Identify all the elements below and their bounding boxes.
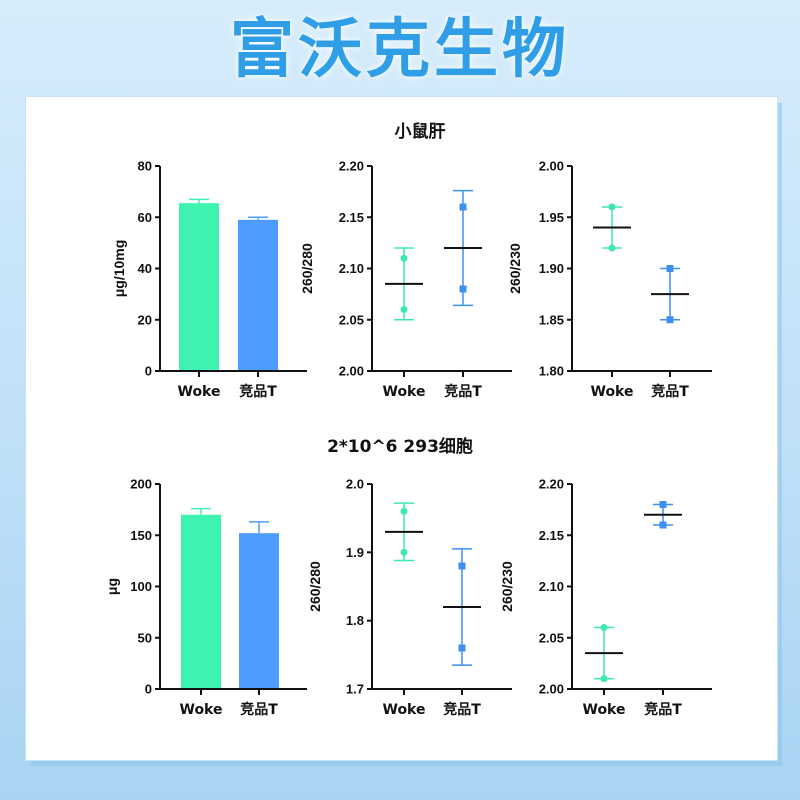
data-point [459, 285, 467, 293]
y-axis-label: 260/280 [307, 561, 323, 612]
data-point [458, 644, 466, 652]
y-tick-label: 2.00 [339, 364, 364, 379]
section-title-293-cells: 2*10^6 293细胞 [327, 436, 473, 457]
data-point [666, 265, 674, 272]
chart-3: 1.80 1.85 1.90 1.95 2.00 Woke 竞品T 260/230 [507, 159, 712, 400]
x-category-label: Woke [583, 702, 626, 718]
x-category-label: 竞品T [444, 383, 482, 400]
x-category-label: 竞品T [651, 383, 689, 400]
y-axis-label: μg/10mg [111, 240, 127, 298]
y-tick-label: 1.8 [346, 613, 364, 628]
data-point [400, 306, 408, 313]
y-tick-label: 0 [145, 682, 152, 697]
y-tick-label: 200 [130, 477, 152, 492]
y-tick-label: 80 [138, 159, 152, 174]
y-tick-label: 1.80 [539, 364, 564, 379]
data-point [659, 521, 667, 529]
chart-4: 0 50 100 150 200 Woke 竞品T μg [104, 477, 307, 718]
x-category-label: 竞品T [240, 701, 278, 718]
y-tick-label: 2.05 [539, 630, 564, 645]
y-tick-label: 60 [138, 210, 152, 225]
bar-competitor [239, 533, 279, 688]
bar-woke [179, 203, 219, 370]
data-point [400, 548, 408, 556]
chart-6: 2.00 2.05 2.10 2.15 2.20 Woke 竞品T 260/230 [499, 477, 712, 718]
y-tick-label: 2.15 [539, 528, 564, 543]
y-tick-label: 2.05 [339, 312, 364, 327]
x-category-label: Woke [180, 702, 223, 718]
x-category-label: 竞品T [443, 701, 481, 718]
x-category-label: Woke [383, 702, 426, 718]
y-tick-label: 150 [130, 528, 152, 543]
chart-panel [25, 96, 778, 761]
data-point [608, 244, 616, 252]
y-tick-label: 50 [138, 630, 152, 645]
y-tick-label: 1.9 [346, 545, 364, 560]
y-axis-label: μg [104, 578, 120, 595]
y-axis-label: 260/230 [507, 243, 523, 294]
y-axis-label: 260/280 [299, 243, 315, 294]
y-tick-label: 2.00 [539, 159, 564, 174]
y-tick-label: 2.10 [539, 579, 564, 594]
bar-woke [181, 514, 221, 688]
data-point [600, 624, 608, 631]
y-tick-label: 40 [138, 261, 152, 276]
y-tick-label: 2.20 [539, 477, 564, 492]
chart-5: 1.7 1.8 1.9 2.0 Woke 竞品T 260/280 [307, 477, 512, 718]
y-tick-label: 1.90 [539, 261, 564, 276]
y-tick-label: 2.15 [339, 210, 364, 225]
bar-competitor [238, 219, 278, 370]
data-point [666, 316, 674, 324]
y-tick-label: 100 [130, 579, 152, 594]
data-point [600, 675, 608, 683]
y-axis-label: 260/230 [499, 561, 515, 612]
y-tick-label: 1.7 [346, 682, 364, 697]
x-category-label: 竞品T [644, 701, 682, 718]
y-tick-label: 20 [138, 312, 152, 327]
y-tick-label: 1.95 [539, 210, 564, 225]
y-tick-label: 2.10 [339, 261, 364, 276]
x-category-label: Woke [591, 384, 634, 400]
data-point [400, 507, 408, 515]
x-category-label: 竞品T [239, 383, 277, 400]
x-category-label: Woke [383, 384, 426, 400]
y-tick-label: 2.00 [539, 682, 564, 697]
data-point [459, 203, 467, 211]
y-tick-label: 2.0 [346, 477, 364, 492]
data-point [608, 203, 616, 211]
x-category-label: Woke [178, 384, 221, 400]
y-tick-label: 2.20 [339, 159, 364, 174]
data-point [400, 254, 408, 262]
section-title-mouse-liver: 小鼠肝 [395, 121, 446, 142]
y-tick-label: 1.85 [539, 312, 564, 327]
brand-title: 富沃克生物 [230, 13, 570, 87]
y-tick-label: 0 [145, 364, 152, 379]
data-point [458, 562, 466, 570]
chart-1: 0 20 40 60 80 Woke 竞品T μg/10mg [111, 159, 307, 400]
data-point [659, 501, 667, 508]
chart-2: 2.00 2.05 2.10 2.15 2.20 Woke 竞品T 260/280 [299, 159, 512, 400]
